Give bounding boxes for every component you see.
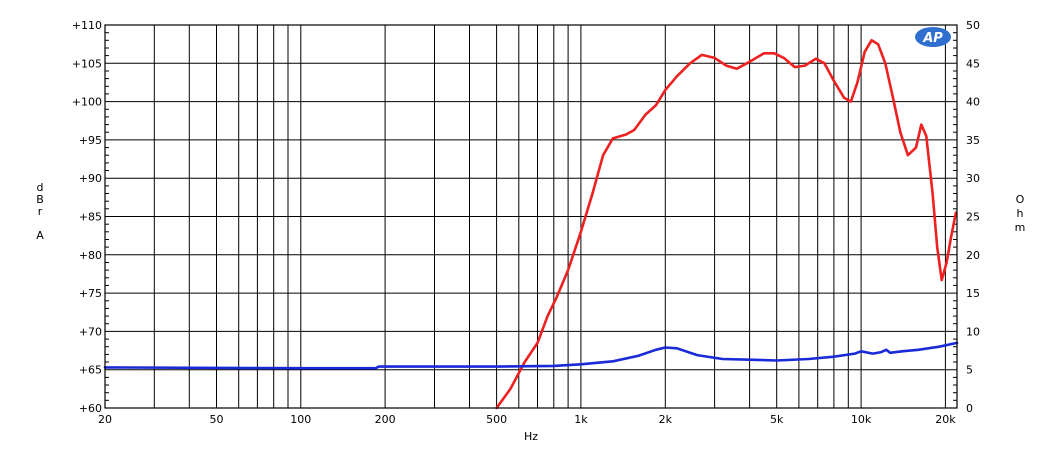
y-tick-label-right: 25 [966,211,980,224]
x-tick-label: 5k [770,413,784,426]
x-tick-label: 10k [851,413,872,426]
y-tick-label-right: 35 [966,134,980,147]
y-tick-label-left: +65 [79,364,102,377]
y-tick-label-right: 10 [966,325,980,338]
series-line-impedance [103,341,959,370]
y-tick-label-right: 45 [966,57,980,70]
y-tick-label-left: +105 [72,57,102,70]
y-tick-label-right: 50 [966,19,980,32]
y-tick-label-right: 15 [966,287,980,300]
y-tick-label-right: 20 [966,249,980,262]
y-tick-label-left: +95 [79,134,102,147]
x-tick-labels: 20 50 100 200 500 1k 2k 5k 10k 20k [98,413,956,426]
x-tick-label: 2k [659,413,673,426]
y-axis-label-right-char: h [1017,207,1024,220]
y-tick-label-left: +80 [79,249,102,262]
x-axis-label: Hz [524,430,538,443]
y-axis-label-left-char: d [37,181,44,194]
series-layer [103,39,959,410]
y-tick-label-left: +60 [79,402,102,415]
y-axis-label-right-char: O [1016,193,1025,206]
y-axis-label-right: Ohm [1015,193,1026,234]
y-tick-label-left: +90 [79,172,102,185]
x-tick-label: 500 [486,413,507,426]
y-axis-label-right-char: m [1015,221,1026,234]
x-tick-label: 200 [375,413,396,426]
y-tick-label-left: +100 [72,96,102,109]
y-axis-label-left-char: A [36,229,44,242]
plot-frame [104,24,958,409]
x-tick-label: 50 [210,413,224,426]
x-tick-label: 20k [935,413,956,426]
series-line-spl [495,39,958,410]
x-tick-label: 100 [290,413,311,426]
y-axis-label-left-char: r [38,205,43,218]
y-tick-label-left: +85 [79,211,102,224]
y-tick-label-left: +70 [79,325,102,338]
y-tick-label-right: 40 [966,96,980,109]
logo-text: AP [922,31,943,46]
y-tick-label-left: +110 [72,19,102,32]
y-tick-label-left: +75 [79,287,102,300]
y-tick-label-right: 5 [966,364,973,377]
y-axis-label-left-char: B [36,193,44,206]
y-tick-label-right: 30 [966,172,980,185]
x-tick-label: 1k [574,413,588,426]
y-tick-labels-left: +110 +105 +100 +95 +90 +85 +80 +75 +70 +65 +60 [72,19,102,415]
y-tick-label-right: 0 [966,402,973,415]
x-tick-label: 20 [98,413,112,426]
ap-logo: AP [915,27,951,47]
logo-ellipse [915,27,951,47]
